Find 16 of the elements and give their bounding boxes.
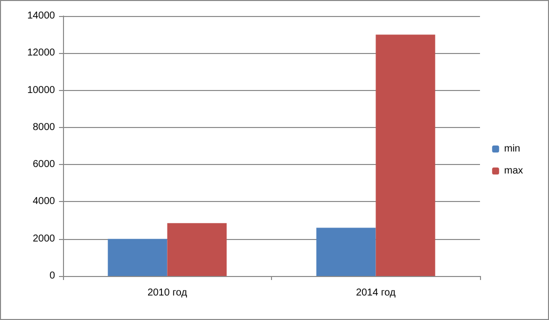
bar [167, 223, 227, 276]
y-tick-label: 4000 [32, 196, 56, 208]
y-tick-label: 12000 [27, 48, 56, 59]
y-tick-label: 10000 [27, 84, 56, 96]
x-tick-label: 2014 год [356, 288, 396, 298]
bar [316, 228, 376, 276]
bar [376, 34, 436, 276]
y-tick-label: 6000 [32, 159, 56, 170]
legend-label: min [504, 144, 520, 154]
y-tick-label: 8000 [32, 122, 56, 133]
legend-label: max [504, 166, 524, 176]
bar [108, 238, 168, 276]
y-tick-label: 14000 [27, 10, 56, 22]
y-tick-label: 2000 [32, 233, 56, 244]
y-tick-label: 0 [49, 270, 56, 282]
x-tick-label: 2010 год [147, 288, 188, 298]
